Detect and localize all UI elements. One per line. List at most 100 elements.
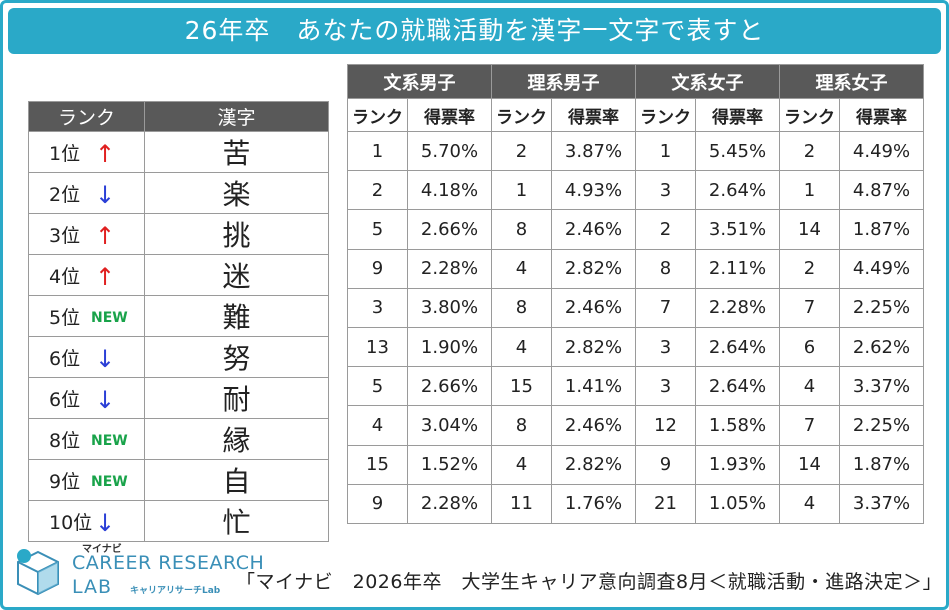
table-row: 5 2.66% 8 2.46% 2 3.51% 14 1.87%: [347, 209, 924, 250]
group-header: 文系男子: [347, 64, 492, 99]
rank-value-cell: 5: [347, 366, 408, 407]
table-row: 15 1.52% 4 2.82% 9 1.93% 14 1.87%: [347, 444, 924, 485]
rank-value-cell: 7: [779, 405, 840, 446]
rank-row: 6位 ↓ 耐: [28, 377, 329, 419]
rank-value-cell: 8: [491, 209, 552, 250]
table-row: 1 5.70% 2 3.87% 1 5.45% 2 4.49%: [347, 130, 924, 172]
rank-value-cell: 8: [635, 248, 696, 289]
rank-table-header-row: ランク 漢字: [28, 101, 329, 132]
cube-logo-icon: [17, 549, 59, 596]
rate-value-cell: 2.25%: [839, 405, 924, 446]
rank-cell: 5位 NEW: [28, 295, 145, 337]
rank-row: 2位 ↓ 楽: [28, 172, 329, 214]
group-header: 理系女子: [779, 64, 924, 99]
rate-sub-header: 得票率: [551, 98, 636, 132]
table-row: 13 1.90% 4 2.82% 3 2.64% 6 2.62%: [347, 326, 924, 368]
rate-value-cell: 1.05%: [695, 483, 780, 524]
logo-sub-text: キャリアリサーチLab: [130, 586, 221, 596]
kanji-cell: 忙: [144, 500, 329, 542]
rate-value-cell: 3.37%: [839, 483, 924, 524]
rank-row: 5位 NEW 難: [28, 295, 329, 337]
rank-value-cell: 9: [347, 248, 408, 289]
rate-sub-header: 得票率: [407, 98, 492, 132]
rate-value-cell: 2.25%: [839, 287, 924, 328]
rate-value-cell: 2.82%: [551, 248, 636, 289]
rate-value-cell: 2.64%: [695, 170, 780, 211]
rate-value-cell: 3.80%: [407, 287, 492, 328]
rank-label: 6位: [49, 347, 81, 370]
rank-row: 9位 NEW 自: [28, 459, 329, 501]
rate-value-cell: 2.28%: [695, 287, 780, 328]
rate-value-cell: 2.28%: [407, 483, 492, 524]
rank-value-cell: 4: [779, 366, 840, 407]
rank-row: 3位 ↑ 挑: [28, 213, 329, 255]
rank-value-cell: 3: [635, 326, 696, 368]
rate-value-cell: 2.46%: [551, 209, 636, 250]
rank-row: 4位 ↑ 迷: [28, 254, 329, 296]
rate-value-cell: 4.18%: [407, 170, 492, 211]
table-row: 4 3.04% 8 2.46% 12 1.58% 7 2.25%: [347, 405, 924, 446]
page-title: 26年卒 あなたの就職活動を漢字一文字で表すと: [8, 8, 941, 54]
rate-value-cell: 3.04%: [407, 405, 492, 446]
rate-value-cell: 2.62%: [839, 326, 924, 368]
rate-value-cell: 2.64%: [695, 326, 780, 368]
rank-cell: 6位 ↓: [28, 336, 145, 378]
rank-value-cell: 4: [491, 326, 552, 368]
arrow-down-icon: ↓: [95, 180, 116, 209]
rate-value-cell: 2.66%: [407, 209, 492, 250]
rate-value-cell: 2.82%: [551, 326, 636, 368]
rank-value-cell: 8: [491, 405, 552, 446]
rank-row: 10位 ↓ 忙: [28, 500, 329, 542]
rank-value-cell: 14: [779, 444, 840, 485]
rate-value-cell: 2.28%: [407, 248, 492, 289]
table-row: 3 3.80% 8 2.46% 7 2.28% 7 2.25%: [347, 287, 924, 328]
arrow-down-icon: ↓: [95, 508, 116, 537]
rank-cell: 2位 ↓: [28, 172, 145, 214]
rank-label: 3位: [49, 224, 81, 247]
rank-row: 6位 ↓ 努: [28, 336, 329, 378]
rank-cell: 8位 NEW: [28, 418, 145, 460]
rank-value-cell: 8: [491, 287, 552, 328]
rank-value-cell: 15: [491, 366, 552, 407]
rank-value-cell: 2: [635, 209, 696, 250]
rate-value-cell: 1.87%: [839, 444, 924, 485]
rate-value-cell: 1.90%: [407, 326, 492, 368]
rate-value-cell: 1.58%: [695, 405, 780, 446]
rank-label: 2位: [49, 183, 81, 206]
kanji-cell: 楽: [144, 172, 329, 214]
logo-lab-text: LAB: [72, 576, 113, 598]
kanji-cell: 迷: [144, 254, 329, 296]
rank-value-cell: 2: [347, 170, 408, 211]
kanji-cell: 難: [144, 295, 329, 337]
rate-value-cell: 4.49%: [839, 248, 924, 289]
rank-value-cell: 1: [635, 130, 696, 172]
rank-cell: 9位 NEW: [28, 459, 145, 501]
rate-value-cell: 2.82%: [551, 444, 636, 485]
rank-value-cell: 7: [635, 287, 696, 328]
rate-sub-header: 得票率: [695, 98, 780, 132]
rank-cell: 3位 ↑: [28, 213, 145, 255]
rate-value-cell: 4.93%: [551, 170, 636, 211]
table-row: 9 2.28% 4 2.82% 8 2.11% 2 4.49%: [347, 248, 924, 289]
rank-label: 8位: [49, 429, 81, 452]
rank-cell: 6位 ↓: [28, 377, 145, 419]
rank-sub-header: ランク: [779, 98, 840, 132]
table-row: 5 2.66% 15 1.41% 3 2.64% 4 3.37%: [347, 366, 924, 407]
rate-value-cell: 1.52%: [407, 444, 492, 485]
rank-sub-header: ランク: [347, 98, 408, 132]
rank-value-cell: 2: [779, 248, 840, 289]
logo-brand-small: マイナビ: [82, 544, 122, 555]
group-header: 文系女子: [635, 64, 780, 99]
arrow-up-icon: ↑: [95, 139, 116, 168]
rank-value-cell: 1: [779, 170, 840, 211]
rank-value-cell: 15: [347, 444, 408, 485]
rank-value-cell: 3: [635, 366, 696, 407]
rank-value-cell: 2: [779, 130, 840, 172]
rate-value-cell: 1.87%: [839, 209, 924, 250]
group-header: 理系男子: [491, 64, 636, 99]
rate-value-cell: 5.45%: [695, 130, 780, 172]
rank-value-cell: 12: [635, 405, 696, 446]
rank-row: 1位 ↑ 苦: [28, 131, 329, 173]
kanji-column-header: 漢字: [144, 101, 329, 132]
rank-value-cell: 21: [635, 483, 696, 524]
